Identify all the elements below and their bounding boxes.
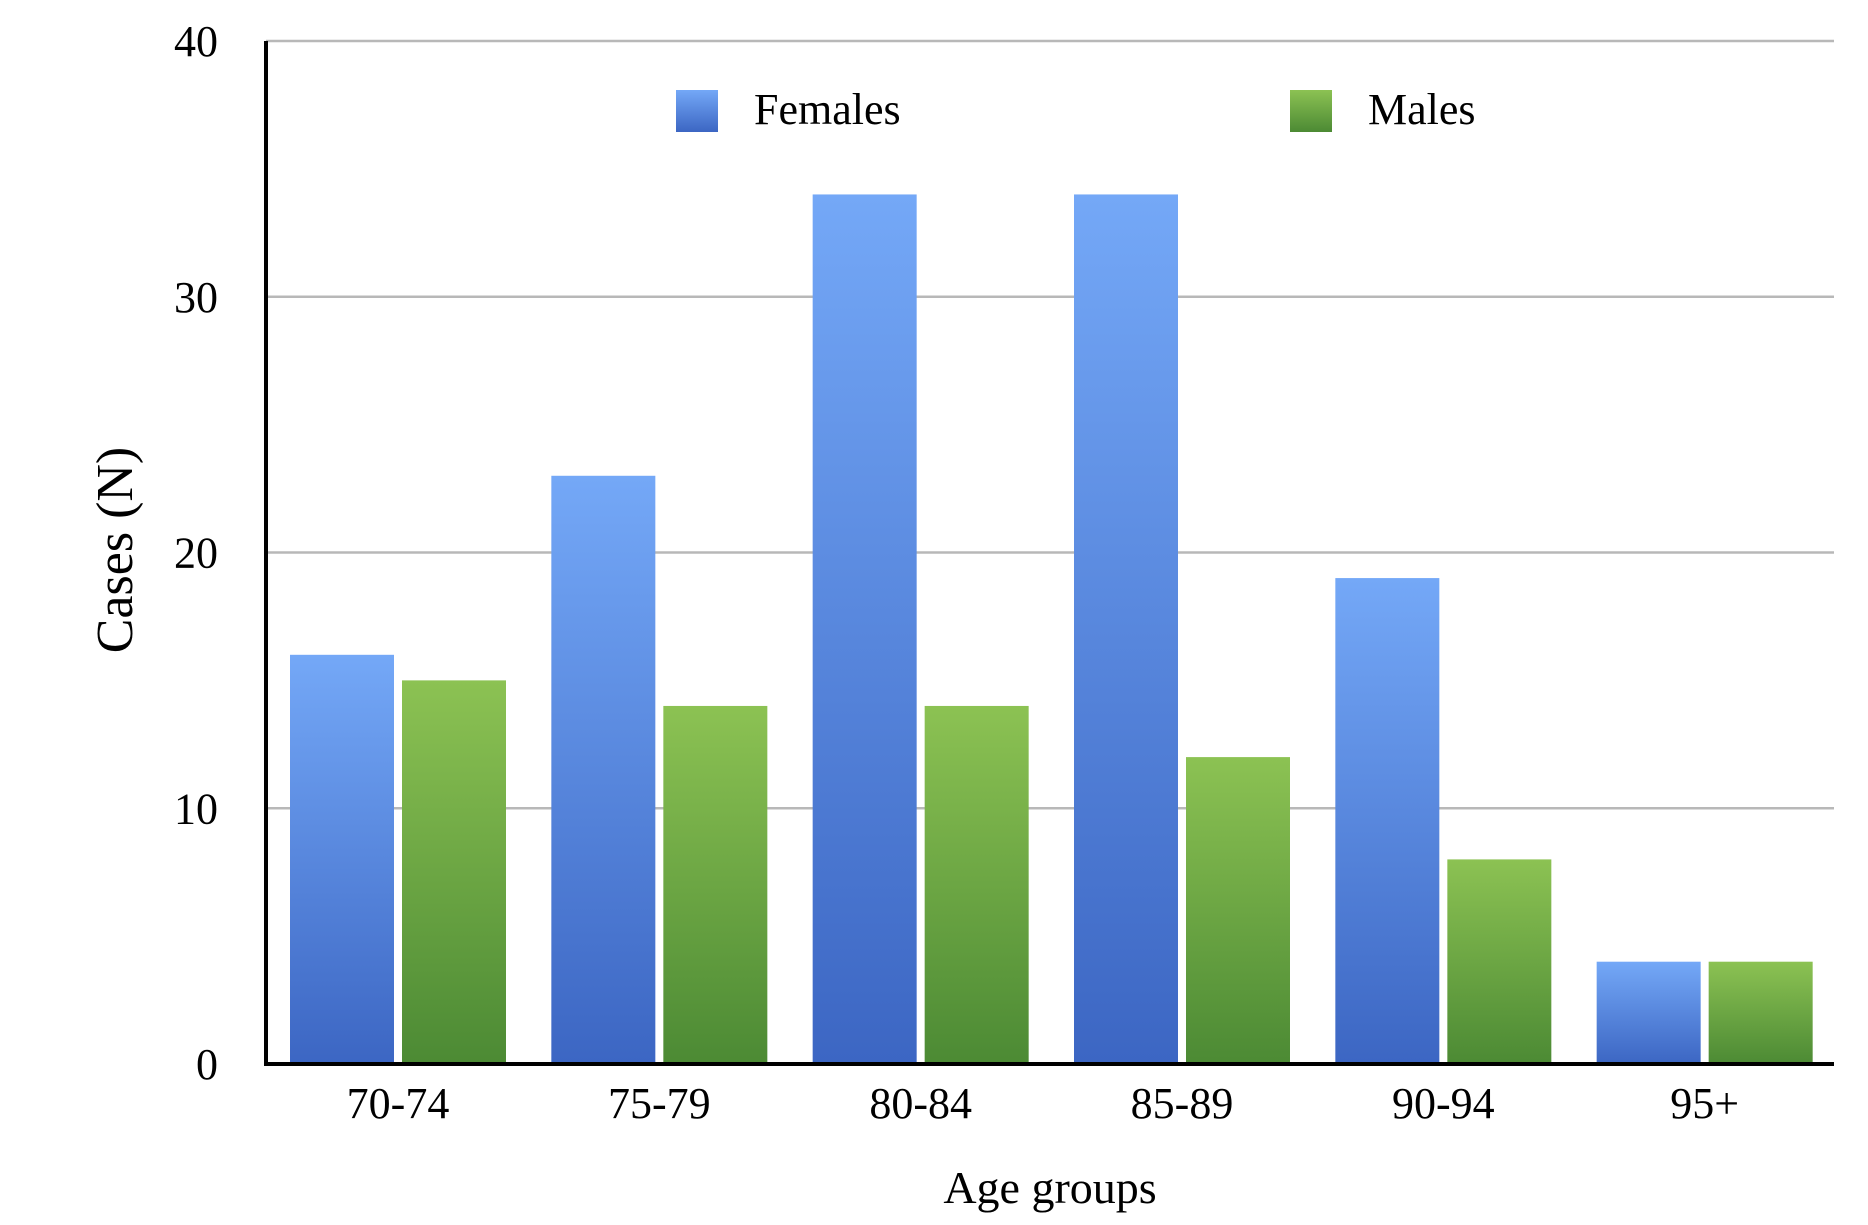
bar-males-75-79 [663,705,768,1064]
y-tick-label-30: 30 [174,273,218,322]
bar-males-70-74 [402,680,506,1064]
x-tick-label-80-84: 80-84 [869,1079,972,1128]
x-tick-label-75-79: 75-79 [608,1079,711,1128]
bars [290,194,1813,1064]
gridlines [266,39,1834,810]
axes [264,41,1834,1066]
legend: Females Males [676,85,1476,134]
y-axis-title: Cases (N) [87,447,144,654]
bar-females-70-74 [290,654,394,1064]
bar-males-80-84 [924,705,1029,1064]
y-tick-label-20: 20 [174,529,218,578]
legend-swatch-females [676,90,718,132]
bar-females-80-84 [812,194,917,1064]
y-tick-label-40: 40 [174,17,218,66]
legend-swatch-males [1290,90,1332,132]
legend-label-males: Males [1368,85,1476,134]
bar-females-90-94 [1335,578,1440,1064]
x-tick-label-95+: 95+ [1670,1079,1739,1128]
x-tick-label-90-94: 90-94 [1392,1079,1495,1128]
bar-females-75-79 [551,475,656,1064]
tick-labels: 0 10 20 30 40 70-74 75-79 80-84 85-89 90-94 95+ [174,17,1739,1128]
x-tick-label-70-74: 70-74 [347,1079,450,1128]
bar-males-85-89 [1186,757,1290,1064]
bar-females-95+ [1596,961,1701,1064]
y-tick-label-10: 10 [174,784,218,833]
bar-males-95+ [1708,961,1813,1064]
bar-males-90-94 [1447,859,1552,1064]
x-axis-title: Age groups [943,1162,1156,1213]
legend-label-females: Females [754,85,901,134]
x-tick-label-85-89: 85-89 [1131,1079,1234,1128]
bar-females-85-89 [1074,194,1178,1064]
y-tick-label-0: 0 [196,1040,218,1089]
